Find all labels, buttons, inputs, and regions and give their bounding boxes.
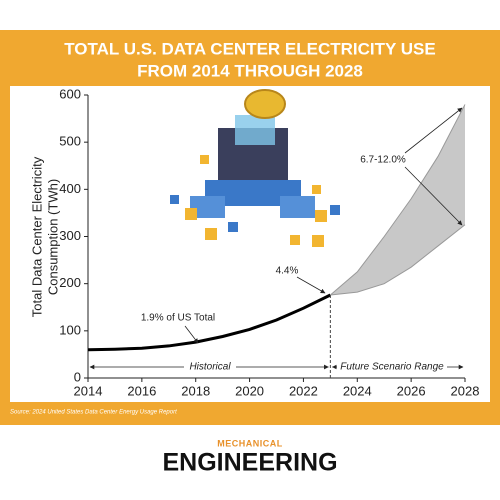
chart-title: FROM 2014 THROUGH 2028: [137, 61, 363, 80]
logo-small: MECHANICAL: [217, 438, 283, 448]
arrow: [404, 166, 463, 226]
period-label: Future Scenario Range: [340, 362, 444, 373]
y-tick-label: 400: [59, 181, 81, 196]
annotation: 6.7-12.0%: [360, 155, 406, 166]
annotation: 1.9% of US Total: [141, 313, 215, 324]
series-line: [330, 104, 466, 296]
y-tick-label: 500: [59, 134, 81, 149]
x-tick-label: 2016: [127, 383, 156, 398]
x-tick-label: 2014: [74, 383, 103, 398]
x-tick-label: 2018: [181, 383, 210, 398]
label-bg: [337, 361, 447, 373]
range-area: [330, 104, 465, 295]
y-tick-label: 0: [74, 369, 81, 384]
arrow: [184, 325, 199, 344]
logo-large: ENGINEERING: [162, 449, 337, 477]
x-tick-label: 2024: [343, 383, 372, 398]
x-tick-label: 2026: [397, 383, 426, 398]
y-axis-label: Total Data Center Electricity: [29, 156, 44, 317]
chart-title: TOTAL U.S. DATA CENTER ELECTRICITY USE: [64, 39, 436, 58]
y-tick-label: 100: [59, 322, 81, 337]
annotation: 4.4%: [276, 266, 299, 277]
x-tick-label: 2028: [451, 383, 480, 398]
y-tick-label: 600: [59, 86, 81, 101]
period-label: Historical: [189, 362, 231, 373]
source: Source: 2024 United States Data Center E…: [10, 410, 177, 416]
y-tick-label: 200: [59, 275, 81, 290]
label-bg: [184, 361, 236, 373]
x-tick-label: 2022: [289, 383, 318, 398]
series-line: [330, 224, 466, 296]
y-axis-label: Consumption (TWh): [45, 179, 60, 295]
series-line: [87, 293, 332, 352]
x-tick-label: 2020: [235, 383, 264, 398]
arrow: [296, 276, 326, 294]
y-tick-label: 300: [59, 228, 81, 243]
illustration: [170, 89, 340, 247]
arrow: [404, 107, 463, 154]
